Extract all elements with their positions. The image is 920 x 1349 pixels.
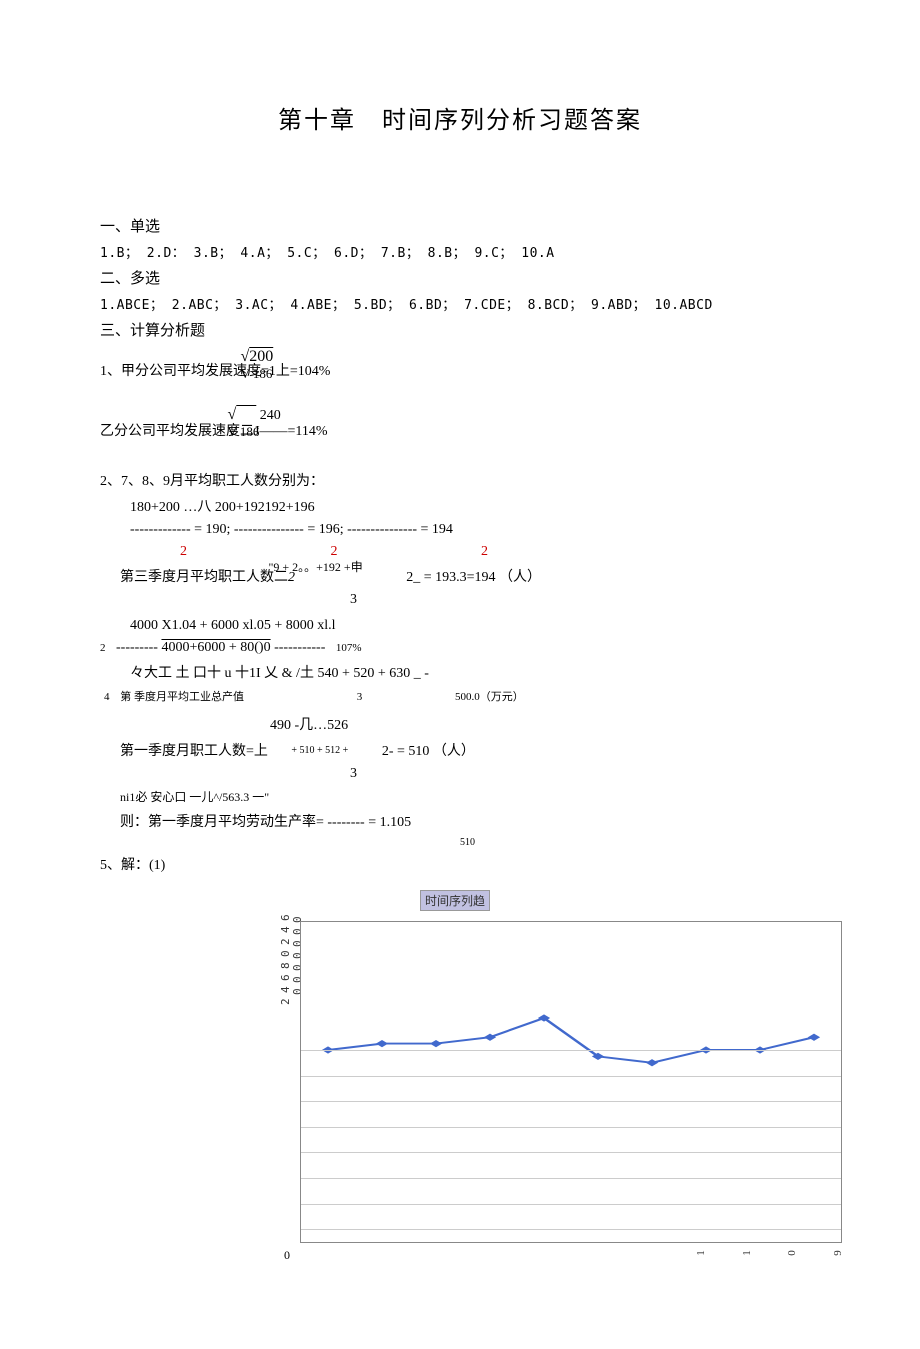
x-tick: 9 xyxy=(831,1250,843,1256)
gridline xyxy=(301,1178,841,1179)
q2-line3: 第三季度月平均职工人数二2 "9 + 2。。+192 +申 2_ = 193.3… xyxy=(100,566,820,586)
q4-l1b: 第 季度月平均工业总产值 xyxy=(120,691,244,703)
q4-line2den: 3 xyxy=(350,766,820,782)
chart-marker xyxy=(430,1040,442,1047)
q4-l1res: 500.0（万元） xyxy=(455,691,524,703)
q4-l1: 々大工 土 口十 u 十1I 乂 & /土 540 + 520 + 630 _ … xyxy=(130,666,429,681)
q1-line2: 乙分公司平均发展速度二J——=114% √ 240 V 186 xyxy=(100,420,820,440)
q1-sqrt: √200 V 186 xyxy=(240,348,273,383)
y-zero: 0 xyxy=(284,1248,290,1263)
q1b-text: 乙分公司平均发展速度二J——=114% xyxy=(100,424,328,439)
q1-sqrt-bot: V 186 xyxy=(240,366,272,381)
q2-nums: 180+200 …八 200+192192+196 xyxy=(130,496,820,516)
q4-l2b: 第一季度月职工人数=上 xyxy=(120,744,268,759)
section-multi-choice: 二、多选 xyxy=(100,267,820,288)
gridline xyxy=(301,1152,841,1153)
q5-head: 5、解：(1) xyxy=(100,854,820,874)
x-tick: 1 xyxy=(740,1250,752,1256)
x-tick: 1 xyxy=(695,1250,707,1256)
q2-den1: 2 xyxy=(180,544,187,559)
q1-sqrt-top: 200 xyxy=(249,348,273,365)
q3-num: 4000 X1.04 + 6000 xl.05 + 8000 xl.l xyxy=(130,618,820,634)
answers-multi: 1.ABCE； 2.ABC； 3.AC； 4.ABE； 5.BD； 6.BD； … xyxy=(100,294,820,313)
q2-dens: 2 2 2 xyxy=(100,544,820,560)
q1-line1: 1、甲分公司平均发展速度=1上=104% √200 V 186 xyxy=(100,360,820,380)
q1b-top: 240 xyxy=(260,408,281,423)
chart-line xyxy=(301,922,841,1242)
q4-line3a: ni1必 安心口 一儿^/563.3 一" xyxy=(120,788,820,805)
q1b-bot: V 186 xyxy=(228,424,260,439)
section-calc: 三、计算分析题 xyxy=(100,319,820,340)
q4-l2d: 2- = 510 （人） xyxy=(382,744,475,759)
gridline xyxy=(301,1204,841,1205)
q4-line1b: 4 第 季度月平均工业总产值 3 500.0（万元） xyxy=(100,688,820,704)
q1b-sqrt: √ 240 V 186 xyxy=(228,406,281,441)
q4-l2c: + 510 + 512 + xyxy=(291,745,348,756)
q2-line3-den: 3 xyxy=(350,592,820,608)
chart-plot xyxy=(300,921,842,1243)
q2-l3d: 2_ = 193.3=194 （人） xyxy=(406,570,541,585)
q2-dash: ------------- = 190; --------------- = 1… xyxy=(130,522,820,538)
q2-den2: 2 xyxy=(331,544,338,559)
q2-l3a: 第三季度月平均职工人数二 xyxy=(120,570,288,585)
q4-line3b: 则：第一季度月平均劳动生产率= -------- = 1.105 xyxy=(120,811,820,831)
chart-marker xyxy=(646,1059,658,1066)
q4-l1den: 3 xyxy=(357,691,363,703)
section-single-choice: 一、单选 xyxy=(100,215,820,236)
q2-l3b: "9 + 2。。+192 +申 xyxy=(269,560,363,574)
q4-line1: 々大工 土 口十 u 十1I 乂 & /土 540 + 520 + 630 _ … xyxy=(130,662,820,682)
q4-line2a: 490 -几…526 xyxy=(270,714,820,734)
q3-den: 4000+6000 + 80()0 xyxy=(161,640,270,655)
gridline xyxy=(301,1101,841,1102)
gridline xyxy=(301,1050,841,1051)
x-tick: 0 xyxy=(786,1250,798,1256)
q3-row: 2 --------- 4000+6000 + 80()0 ----------… xyxy=(100,640,820,656)
q4-line3den: 510 xyxy=(460,837,820,848)
gridline xyxy=(301,1076,841,1077)
gridline xyxy=(301,1229,841,1230)
q3-mark: 2 xyxy=(100,642,106,654)
chart-title: 时间序列趋 xyxy=(420,890,490,911)
q3-dash: --------- 4000+6000 + 80()0 ----------- xyxy=(109,640,332,655)
gridline xyxy=(301,1127,841,1128)
chart-area: 642086420000000 0 1109 xyxy=(200,921,800,1259)
q2-head: 2、7、8、9月平均职工人数分别为： xyxy=(100,470,820,490)
q3-res: 107% xyxy=(336,642,362,654)
x-axis-ticks: 1 1 0 9 xyxy=(300,1247,900,1259)
q4-line2: 第一季度月职工人数=上 + 510 + 512 + 2- = 510 （人） xyxy=(100,740,820,760)
answers-single: 1.B； 2.D： 3.B； 4.A； 5.C； 6.D； 7.B； 8.B； … xyxy=(100,242,820,261)
page-title: 第十章 时间序列分析习题答案 xyxy=(100,100,820,135)
radical-icon: √ xyxy=(228,406,257,423)
chart-marker xyxy=(808,1034,820,1041)
chart-marker xyxy=(376,1040,388,1047)
q2-den3: 2 xyxy=(481,544,488,559)
y-tick: 2 xyxy=(280,998,292,1005)
q1-text: 1、甲分公司平均发展速度=1上=104% xyxy=(100,364,330,379)
radical-icon: √200 xyxy=(240,348,273,365)
